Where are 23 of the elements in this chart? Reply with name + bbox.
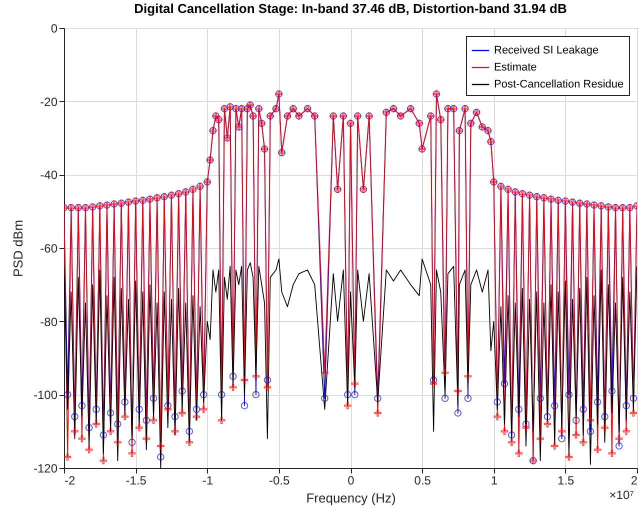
y-axis-title: PSD dBm xyxy=(10,220,26,278)
legend-label: Estimate xyxy=(494,62,537,74)
x-tick-label: 0.5 xyxy=(414,474,432,488)
chart-title: Digital Cancellation Stage: In-band 37.46 dB, Distortion-band 31.94 dB xyxy=(134,1,567,16)
x-tick-label: 2 xyxy=(630,474,638,488)
y-tick-label: 0 xyxy=(50,22,58,36)
y-tick-label: -20 xyxy=(40,94,58,109)
y-tick-label: -80 xyxy=(40,314,58,329)
x-axis-title: Frequency (Hz) xyxy=(306,490,396,506)
x-tick-label: -2 xyxy=(64,474,76,488)
legend-label: Post-Cancellation Residue xyxy=(494,78,624,90)
legend-label: Received SI Leakage xyxy=(494,44,599,56)
x-tick-label: -0.5 xyxy=(269,474,290,488)
x-tick-label: 1 xyxy=(490,474,498,488)
y-tick-label: -120 xyxy=(33,462,58,476)
x-tick-label: 0 xyxy=(348,474,355,488)
y-tick-label: -100 xyxy=(33,388,58,402)
y-tick-label: -40 xyxy=(40,168,58,182)
text: ×10⁷ xyxy=(609,488,634,502)
x-tick-label: -1 xyxy=(202,474,214,488)
y-tick-label: -60 xyxy=(40,242,58,256)
x-tick-label: 1.5 xyxy=(558,474,575,488)
x-tick-label: -1.5 xyxy=(126,474,147,488)
